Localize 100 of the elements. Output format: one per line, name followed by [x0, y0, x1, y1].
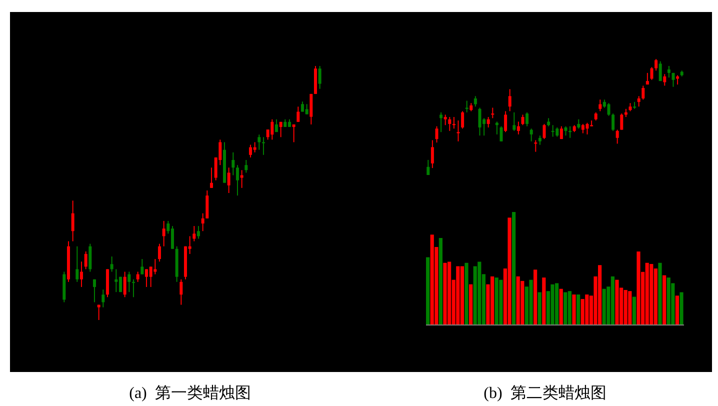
bar — [443, 262, 447, 325]
candlestick — [206, 190, 209, 219]
candlestick — [504, 110, 508, 133]
candlestick — [80, 261, 83, 288]
candlestick — [612, 113, 615, 132]
candlestick — [616, 129, 619, 144]
candlestick — [180, 278, 183, 306]
candlestick — [97, 304, 100, 320]
candlestick — [650, 66, 654, 80]
bar — [632, 296, 636, 325]
candlestick — [508, 88, 512, 112]
candlestick — [440, 112, 443, 133]
candlestick — [426, 159, 430, 175]
candlestick — [444, 114, 447, 126]
candlestick — [448, 116, 452, 132]
candlestick — [154, 258, 157, 275]
candlestick — [551, 124, 554, 138]
candlestick — [465, 100, 468, 113]
candlestick — [240, 170, 244, 188]
candlestick — [236, 164, 239, 196]
candlestick — [270, 118, 274, 140]
candlestick — [102, 289, 105, 308]
bar — [499, 280, 503, 325]
bar — [508, 218, 512, 325]
candlestick — [560, 126, 563, 140]
candlestick — [244, 159, 248, 174]
candlestick — [170, 226, 174, 250]
candlestick — [92, 278, 96, 303]
candlestick — [486, 116, 490, 128]
bar — [469, 284, 473, 325]
bar — [645, 262, 649, 325]
candlestick — [586, 122, 589, 135]
candlestick — [530, 128, 533, 142]
candlestick — [84, 250, 88, 270]
bar — [542, 278, 546, 325]
candlestick — [110, 256, 114, 272]
bar — [464, 262, 468, 325]
candlestick — [598, 99, 602, 112]
candlestick — [538, 135, 542, 146]
candlestick — [430, 140, 434, 169]
candlestick — [192, 226, 196, 242]
candlestick — [607, 102, 610, 116]
bar — [430, 234, 434, 325]
bar — [478, 262, 482, 325]
candlestick — [158, 243, 161, 262]
bar — [534, 270, 538, 325]
candlestick — [642, 85, 645, 100]
candlestick — [292, 124, 296, 143]
candlestick — [114, 268, 118, 293]
bar — [456, 266, 460, 325]
bar — [538, 292, 542, 325]
bar — [564, 292, 568, 325]
bar — [559, 288, 563, 325]
bar — [675, 296, 679, 325]
candlestick — [149, 266, 152, 288]
candlestick — [262, 136, 265, 156]
candlestick — [305, 104, 308, 115]
candlestick — [162, 220, 166, 247]
bar — [426, 257, 430, 325]
candlestick — [140, 258, 144, 275]
bar — [529, 280, 533, 325]
candlestick — [274, 118, 278, 133]
bar — [636, 252, 640, 325]
bar — [516, 276, 520, 325]
bar — [624, 290, 628, 325]
text: (a) 第一类蜡烛图 — [128, 384, 252, 404]
candlestick — [279, 121, 282, 138]
candlestick — [88, 243, 92, 272]
candlestick — [136, 271, 140, 282]
candlestick — [672, 72, 675, 88]
candlestick — [474, 96, 477, 108]
candlestick — [258, 134, 261, 150]
candlestick — [526, 112, 529, 127]
candlestick — [210, 167, 213, 188]
candlestick — [500, 126, 503, 142]
candlestick — [637, 96, 640, 108]
bar — [615, 280, 619, 325]
bar — [460, 266, 464, 325]
candlestick — [253, 142, 256, 153]
bar — [512, 212, 516, 325]
candlestick — [663, 74, 666, 86]
candlestick — [196, 226, 200, 240]
candlestick — [296, 106, 300, 122]
candlestick — [478, 107, 482, 136]
candlestick — [435, 126, 438, 144]
bar — [520, 280, 524, 325]
candlestick — [667, 65, 670, 78]
candlestick — [128, 271, 131, 293]
bar — [572, 294, 576, 325]
bar — [576, 294, 580, 325]
bar — [628, 291, 632, 325]
bar — [602, 288, 606, 325]
candlestick — [581, 123, 584, 134]
candlestick — [227, 167, 230, 194]
candlestick — [542, 123, 546, 140]
candlestick — [620, 113, 624, 130]
candlestick — [521, 114, 524, 126]
candlestick — [201, 212, 204, 232]
candlestick — [461, 110, 464, 130]
candlestick — [658, 60, 662, 82]
